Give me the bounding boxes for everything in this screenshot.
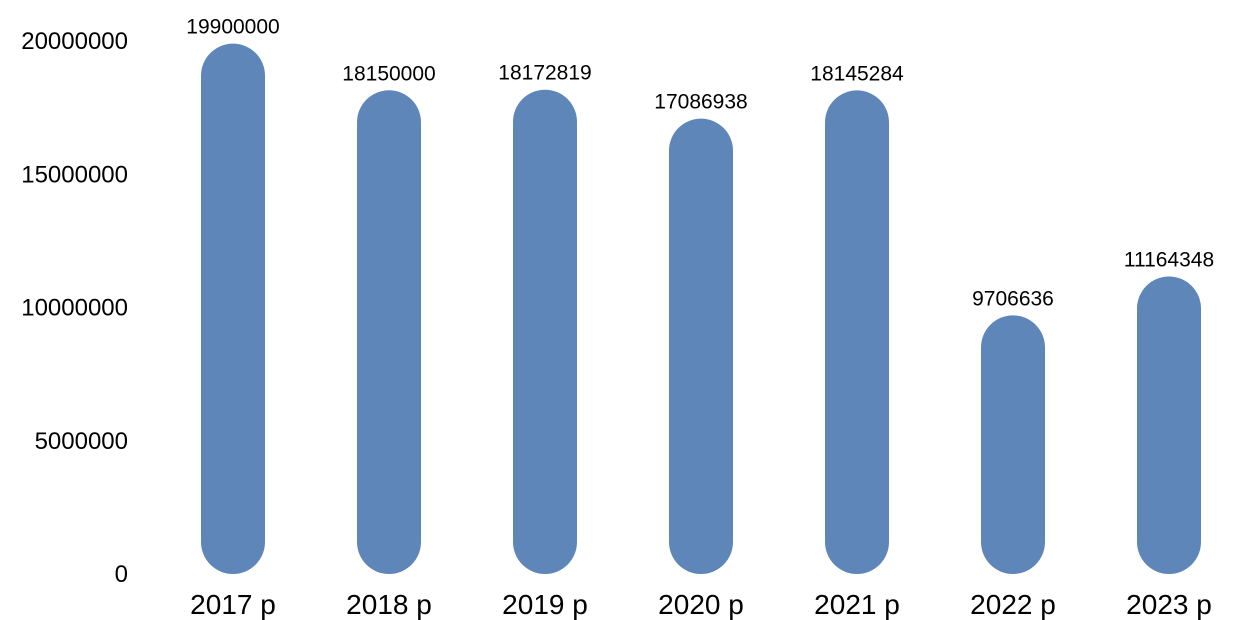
- y-tick-label: 5000000: [35, 428, 128, 455]
- x-category-label: 2017 р: [190, 589, 276, 620]
- bar: [669, 118, 733, 574]
- x-category-label: 2018 р: [346, 589, 432, 620]
- y-tick-label: 15000000: [21, 161, 128, 188]
- x-axis: 2017 р 2018 р 2019 р 2020 р 2021 р 2022 р 2023…: [190, 589, 1212, 620]
- data-label: 19900000: [186, 16, 279, 39]
- y-tick-label: 20000000: [21, 28, 128, 55]
- x-category-label: 2022 р: [970, 589, 1056, 620]
- x-category-label: 2020 р: [658, 589, 744, 620]
- y-tick-label: 10000000: [21, 295, 128, 322]
- bars: [201, 43, 1201, 575]
- data-label: 18145284: [810, 62, 904, 85]
- bar: [357, 90, 421, 575]
- x-category-label: 2019 р: [502, 589, 588, 620]
- x-category-label: 2023 р: [1126, 589, 1212, 620]
- data-labels: 19900000 18150000 18172819 17086938 18145284…: [186, 16, 1214, 311]
- data-label: 11164348: [1124, 248, 1214, 271]
- bar: [825, 90, 889, 574]
- data-label: 18150000: [342, 62, 435, 85]
- y-tick-label: 0: [115, 561, 128, 588]
- bar: [201, 43, 265, 575]
- bar: [981, 315, 1045, 574]
- data-label: 9706636: [972, 287, 1054, 310]
- data-label: 17086938: [654, 91, 747, 114]
- y-axis: 0 5000000 10000000 15000000 20000000: [21, 28, 128, 588]
- bar: [1137, 276, 1201, 574]
- data-label: 18172819: [498, 62, 591, 85]
- bar: [513, 89, 577, 575]
- x-category-label: 2021 р: [814, 589, 900, 620]
